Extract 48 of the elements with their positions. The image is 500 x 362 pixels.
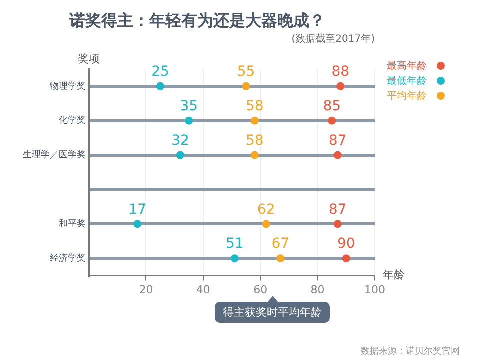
point [250, 151, 259, 160]
x-axis-title: 年龄 [383, 268, 405, 282]
data-label: 85 [323, 98, 342, 114]
x-tick-label: 20 [139, 283, 154, 296]
y-tick-label: 生理学／医学奖 [23, 150, 86, 161]
legend-label: 最低年龄 [387, 74, 427, 88]
point [176, 151, 185, 160]
data-label: 87 [328, 202, 347, 218]
chart-title: 诺奖得主：年轻有为还是大器晚成？ [68, 10, 326, 30]
point [342, 254, 350, 263]
data-label: 25 [152, 64, 170, 80]
point [250, 116, 259, 125]
y-tick-label: 经济学奖 [50, 252, 86, 264]
x-tick-label: 100 [364, 283, 386, 296]
data-label: 67 [272, 236, 290, 252]
y-tick-label: 物理学奖 [50, 80, 86, 92]
point [134, 220, 142, 228]
point [262, 220, 270, 228]
point [276, 254, 285, 263]
point [242, 82, 250, 90]
data-label: 32 [172, 132, 190, 149]
x-tick-label: 80 [310, 283, 325, 296]
y-tick-label: 和平奖 [59, 218, 86, 230]
point [328, 116, 336, 125]
point [185, 116, 194, 125]
data-label: 35 [180, 98, 198, 114]
point [156, 82, 164, 90]
point [230, 254, 239, 263]
data-label: 51 [226, 236, 244, 252]
source-note: 数据来源：诺贝尔奖官网 [361, 346, 460, 357]
legend-label: 平均年龄 [387, 90, 427, 102]
point [334, 220, 342, 228]
x-tick-label: 40 [196, 283, 210, 296]
data-label: 58 [246, 132, 264, 149]
chart-subtitle: (数据截至2017年) [292, 32, 376, 45]
x-tick-label: 60 [254, 283, 268, 296]
data-label: 87 [328, 132, 347, 149]
data-label: 55 [237, 64, 256, 80]
data-label: 88 [332, 64, 350, 80]
legend-label: 最高年龄 [387, 60, 427, 72]
data-label: 62 [257, 202, 276, 218]
data-label: 58 [246, 98, 264, 114]
y-tick-label: 化学奖 [59, 115, 86, 126]
data-label: 17 [128, 202, 147, 218]
point [334, 151, 342, 160]
data-label: 90 [337, 236, 356, 252]
point [336, 82, 345, 90]
y-axis-title: 奖项 [78, 52, 100, 66]
